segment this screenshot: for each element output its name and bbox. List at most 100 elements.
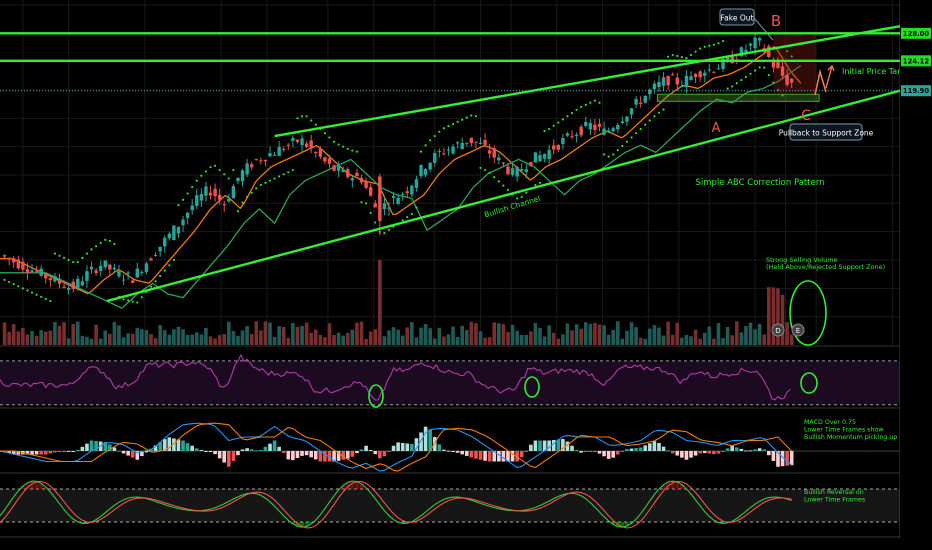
- volume-marker-text: D: [775, 327, 780, 335]
- volume-bar: [629, 322, 634, 345]
- volume-bar: [707, 326, 712, 345]
- volume-bar: [263, 321, 268, 345]
- candle-body: [195, 195, 199, 206]
- psar-dot: [612, 153, 615, 156]
- psar-dot: [40, 295, 43, 298]
- fake-out-pointer: [753, 17, 774, 41]
- psar-dot: [346, 147, 349, 150]
- candle-body: [588, 123, 593, 130]
- candle-body: [616, 124, 620, 130]
- volume-bar: [190, 334, 195, 345]
- volume-bar: [350, 329, 355, 345]
- macd-histogram-bar: [570, 445, 574, 451]
- psar-dot: [648, 119, 651, 122]
- volume-bar: [551, 332, 556, 345]
- trend-lines: [0, 25, 901, 303]
- volume-bar: [318, 334, 323, 345]
- psar-dot: [483, 168, 487, 172]
- strong-selling-label: Strong Selling Volume: [766, 256, 838, 264]
- candle-body: [579, 126, 583, 136]
- candle-body: [561, 138, 565, 145]
- psar-dot: [749, 72, 752, 75]
- candle-body: [547, 149, 551, 160]
- macd-histogram-bar: [236, 451, 240, 456]
- psar-dot: [62, 256, 66, 259]
- volume-bar: [176, 326, 181, 345]
- volume-bar: [304, 322, 309, 345]
- candle-body: [712, 71, 716, 73]
- macd-histogram-bar: [529, 444, 533, 451]
- candle-body: [442, 153, 446, 155]
- macd-histogram-bar: [625, 449, 629, 451]
- volume-bar: [130, 333, 135, 345]
- price-marker-bg: [901, 55, 931, 67]
- volume-bar: [309, 332, 313, 345]
- macd-histogram-bar: [506, 451, 510, 462]
- psar-dot: [790, 55, 793, 58]
- candle-body: [126, 272, 130, 274]
- psar-dot: [493, 176, 496, 179]
- macd-histogram-bar: [469, 451, 474, 458]
- macd-histogram-bar: [268, 443, 272, 451]
- candle-body: [21, 261, 25, 270]
- candle-body: [153, 255, 158, 257]
- macd-histogram-bar: [574, 449, 579, 451]
- macd-histogram-bar: [634, 448, 638, 451]
- candle-body: [652, 83, 657, 90]
- macd-histogram-bar: [75, 449, 80, 451]
- candle-body: [282, 149, 286, 151]
- volume-bar: [593, 322, 597, 345]
- candle-body: [2, 255, 7, 257]
- candle-body: [501, 162, 506, 164]
- psar-dot: [374, 221, 377, 224]
- psar-dot: [589, 101, 592, 104]
- volume-bar: [460, 325, 465, 345]
- psar-dot: [168, 264, 171, 267]
- candle-body: [680, 86, 684, 88]
- volume-bar: [680, 337, 684, 345]
- volume-bar: [625, 330, 629, 345]
- psar-dot: [721, 40, 725, 43]
- volume-bar: [34, 335, 39, 345]
- candle-body: [66, 287, 71, 290]
- wave-b-label: B: [771, 12, 781, 30]
- candle-body: [44, 273, 48, 279]
- psar-dot: [149, 285, 153, 288]
- psar-dot: [172, 258, 175, 262]
- bullish-channel-label: Bullish Channel: [483, 194, 541, 220]
- candle-body: [304, 143, 309, 147]
- volume-bar: [327, 323, 332, 345]
- psar-dot: [786, 49, 789, 53]
- candle-body: [318, 148, 323, 157]
- rsi-dip-circle-3: [800, 372, 818, 394]
- macd-histogram-bar: [217, 451, 222, 459]
- psar-dot: [534, 183, 537, 187]
- macd-histogram-bar: [304, 451, 309, 456]
- candle-body: [593, 124, 597, 130]
- volume-bar: [199, 334, 204, 345]
- support-zone: [656, 93, 820, 102]
- macd-histogram-bar: [53, 451, 57, 453]
- candle-body: [364, 181, 368, 188]
- volume-bar: [341, 335, 346, 345]
- macd-histogram-bar: [387, 451, 391, 452]
- macd-histogram-bar: [510, 451, 515, 462]
- psar-dot: [616, 149, 619, 152]
- parabolic-sar: [3, 40, 793, 304]
- candle-body: [661, 77, 666, 86]
- candle-body: [39, 268, 43, 276]
- volume-bar: [400, 335, 405, 345]
- candle-body: [48, 277, 53, 281]
- macd-histogram-bar: [487, 451, 492, 462]
- volume-bar: [602, 325, 606, 345]
- macd-histogram-bar: [405, 443, 410, 451]
- psar-dot: [369, 211, 372, 214]
- volume-bar: [762, 334, 767, 345]
- macd-histogram-bar: [593, 451, 597, 452]
- volume-bar: [85, 336, 89, 345]
- candle-body: [332, 165, 336, 171]
- psar-dot: [305, 115, 308, 118]
- macd-histogram-bar: [428, 429, 432, 451]
- price-marker-label: 119.90: [903, 87, 929, 95]
- volume-bar: [149, 333, 153, 345]
